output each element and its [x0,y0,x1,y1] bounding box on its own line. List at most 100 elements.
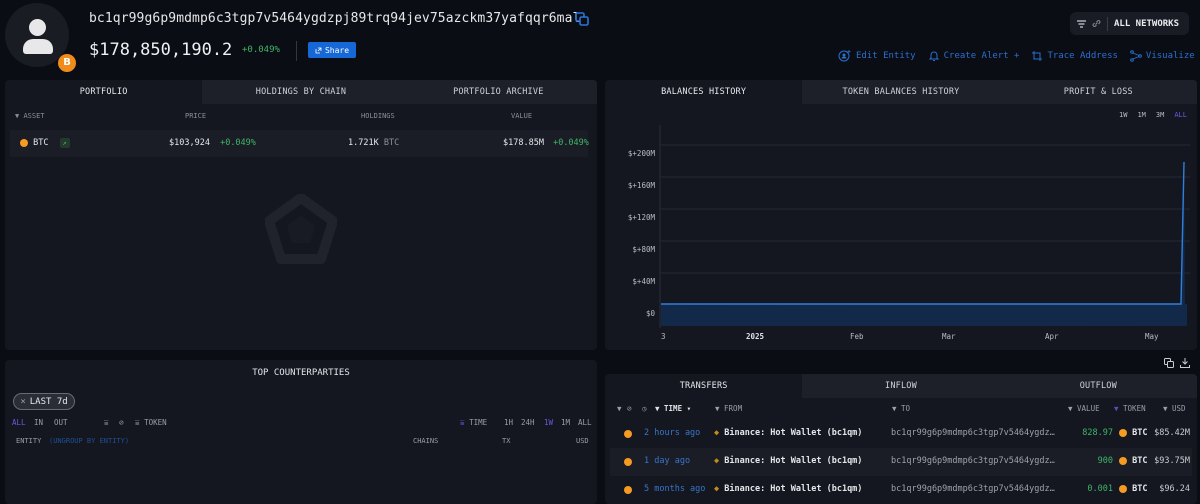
holdings-column-header[interactable]: HOLDINGS [361,112,395,120]
transfers-tabs: TRANSFERS INFLOW OUTFLOW [605,374,1197,398]
filter-icon[interactable]: ▼ [15,112,24,120]
token-filter[interactable]: ⩸ TOKEN [135,418,167,427]
tab-portfolio-archive[interactable]: PORTFOLIO ARCHIVE [399,80,597,104]
tab-holdings-by-chain[interactable]: HOLDINGS BY CHAIN [202,80,400,104]
range-1w[interactable]: 1W [1119,111,1128,119]
from-entity[interactable]: ◆ Binance: Hot Wallet (bc1qm) [714,428,863,438]
from-column-header[interactable]: ▼ FROM [715,404,743,413]
usd-column-header[interactable]: ▼ USD [1163,404,1186,413]
trace-address-button[interactable]: Trace Address [1031,50,1118,62]
table-row[interactable]: BTC ↗ $103,924 +0.049% 1.721K BTC $178.8… [10,130,589,157]
range-1m[interactable]: 1M [1137,111,1146,119]
tab-token-balances-history[interactable]: TOKEN BALANCES HISTORY [802,80,1000,104]
visualize-button[interactable]: Visualize [1130,49,1195,62]
time-24h[interactable]: 24H [521,418,535,427]
share-button[interactable]: Share [308,42,356,58]
edit-entity-label: Edit Entity [856,50,916,61]
time-1m[interactable]: 1M [561,418,571,427]
tab-portfolio[interactable]: PORTFOLIO [5,80,203,104]
price-cell: $103,924 +0.049% [169,138,256,148]
chains-column-header[interactable]: CHAINS [413,437,439,445]
link-icon[interactable]: ⊘ [627,404,632,413]
usd-column-header[interactable]: USD [576,437,589,445]
time-column-header[interactable]: ▼ TIME ▾ [655,404,692,413]
token-cell[interactable]: BTC [1119,484,1147,494]
balances-history-panel: BALANCES HISTORY TOKEN BALANCES HISTORY … [605,80,1197,350]
edit-entity-button[interactable]: Edit Entity [838,49,916,62]
copy-icon[interactable] [1164,358,1174,368]
tab-balances-history[interactable]: BALANCES HISTORY [605,80,803,104]
filter-all[interactable]: ALL [12,418,26,427]
divider [1107,16,1108,31]
transfer-time-link[interactable]: 5 months ago [644,484,706,494]
from-entity[interactable]: ◆ Binance: Hot Wallet (bc1qm) [714,456,863,466]
entity-actions: Edit Entity Create Alert + Trace Address… [838,49,1195,62]
link-icon[interactable]: ⊘ [119,418,124,427]
filter-out[interactable]: OUT [54,418,68,427]
filter-icon[interactable] [1077,19,1086,28]
filter-in[interactable]: IN [34,418,44,427]
time-1h[interactable]: 1H [504,418,514,427]
divider [296,41,297,61]
time-filter[interactable]: ⩸ TIME [460,418,488,427]
top-counterparties-panel: TOP COUNTERPARTIES × LAST 7d ALL IN OUT … [5,360,597,504]
range-all[interactable]: ALL [1174,111,1187,119]
bell-icon [928,51,939,61]
table-row[interactable]: 1 day ago ◆ Binance: Hot Wallet (bc1qm) … [610,448,1192,476]
to-address[interactable]: bc1qr99g6p9mdmp6c3tgp7v5464ygdz… [891,456,1055,466]
all-networks-label: ALL NETWORKS [1114,18,1180,29]
copy-icon[interactable] [575,12,589,26]
token-cell[interactable]: BTC [1119,456,1147,466]
table-row[interactable]: 5 months ago ◆ Binance: Hot Wallet (bc1q… [610,476,1192,504]
holdings-cell: 1.721K BTC [348,138,400,148]
value-column-header[interactable]: VALUE [511,112,533,120]
share-label: Share [324,45,350,55]
user-silhouette-body [23,39,53,54]
time-1w[interactable]: 1W [544,418,554,427]
download-icon[interactable] [1180,358,1190,368]
table-row[interactable]: 2 hours ago ◆ Binance: Hot Wallet (bc1qm… [610,420,1192,448]
ungroup-by-entity-link[interactable]: (UNGROUP BY ENTITY) [49,437,130,445]
share-icon [315,47,322,53]
time-all[interactable]: ALL [578,418,592,427]
tab-outflow[interactable]: OUTFLOW [999,374,1197,398]
price-column-header[interactable]: PRICE [185,112,207,120]
value-column-header[interactable]: ▼ VALUE [1068,404,1100,413]
trend-up-icon: ↗ [59,138,70,148]
token-column-header[interactable]: ▼ TOKEN [1114,404,1146,413]
asset-column-header[interactable]: ▼ ASSET [15,112,45,120]
bitcoin-icon [1119,428,1127,437]
time-filter-chip[interactable]: × LAST 7d [13,393,75,410]
tab-inflow[interactable]: INFLOW [802,374,1000,398]
entity-column-header[interactable]: ENTITY [16,437,42,445]
usd-value: $85.42M [1154,428,1190,438]
to-column-header[interactable]: ▼ TO [892,404,911,413]
transfers-toolbar [1164,358,1190,368]
transfer-time-link[interactable]: 1 day ago [644,456,691,466]
tx-column-header[interactable]: TX [502,437,511,445]
filter-icon[interactable]: ⩸ [104,418,109,427]
trace-address-label: Trace Address [1047,50,1118,61]
visualize-label: Visualize [1145,50,1195,61]
to-address[interactable]: bc1qr99g6p9mdmp6c3tgp7v5464ygdz… [891,484,1055,494]
portfolio-table-header: ▼ ASSET PRICE HOLDINGS VALUE [5,112,597,124]
usd-value: $96.24 [1159,484,1190,494]
range-3m[interactable]: 3M [1155,111,1165,119]
network-selector[interactable]: ALL NETWORKS [1070,12,1189,35]
graph-icon [1130,49,1142,62]
balances-chart[interactable] [605,80,1197,350]
clock-icon[interactable]: ◷ [642,404,647,413]
create-alert-button[interactable]: Create Alert + [928,50,1019,62]
value-cell: $178.85M +0.049% [503,138,589,148]
link-icon[interactable] [1092,19,1101,28]
tab-transfers[interactable]: TRANSFERS [605,374,803,398]
from-entity[interactable]: ◆ Binance: Hot Wallet (bc1qm) [714,484,863,494]
token-cell[interactable]: BTC [1119,428,1147,438]
edit-entity-icon [838,50,851,62]
transfer-time-link[interactable]: 2 hours ago [644,428,701,438]
close-icon[interactable]: × [20,396,26,407]
tab-profit-loss[interactable]: PROFIT & LOSS [999,80,1197,104]
bitcoin-icon [624,430,632,438]
filter-icon[interactable]: ▼ [617,404,622,413]
to-address[interactable]: bc1qr99g6p9mdmp6c3tgp7v5464ygdz… [891,428,1055,438]
